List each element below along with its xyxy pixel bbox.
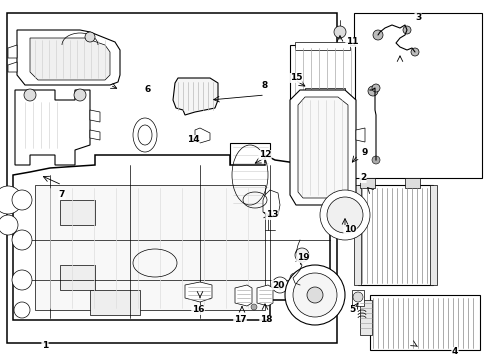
Bar: [359, 178, 374, 188]
Circle shape: [275, 281, 284, 289]
Bar: [22, 100, 67, 150]
Polygon shape: [90, 110, 100, 122]
Bar: [60, 200, 95, 225]
Text: 18: 18: [259, 315, 272, 324]
Polygon shape: [235, 285, 251, 306]
Polygon shape: [17, 30, 120, 85]
Text: 1: 1: [42, 341, 48, 350]
Circle shape: [0, 186, 22, 214]
Polygon shape: [30, 38, 110, 80]
Polygon shape: [13, 155, 329, 320]
Text: 14: 14: [186, 135, 199, 144]
Bar: [229, 143, 269, 208]
Text: 3: 3: [414, 13, 420, 22]
Circle shape: [74, 89, 86, 101]
Text: 8: 8: [262, 81, 267, 90]
Text: 12: 12: [258, 150, 271, 159]
Polygon shape: [8, 62, 17, 72]
Bar: [305, 88, 345, 102]
Circle shape: [289, 273, 299, 283]
Polygon shape: [90, 130, 100, 140]
Circle shape: [410, 48, 418, 56]
Circle shape: [285, 265, 345, 325]
Circle shape: [319, 190, 369, 240]
Polygon shape: [355, 128, 364, 142]
Bar: [359, 300, 371, 335]
Bar: [404, 178, 419, 188]
Bar: [289, 45, 354, 100]
Circle shape: [12, 270, 32, 290]
Bar: [7, 13, 336, 343]
Text: 16: 16: [191, 306, 204, 315]
Text: 10: 10: [343, 225, 355, 234]
Circle shape: [85, 32, 95, 42]
Polygon shape: [184, 282, 212, 302]
Circle shape: [14, 302, 30, 318]
Bar: [429, 185, 436, 285]
Polygon shape: [289, 90, 355, 205]
Bar: [369, 295, 479, 350]
Bar: [30, 115, 60, 143]
Bar: [90, 290, 140, 315]
Text: 15: 15: [289, 73, 302, 82]
Polygon shape: [15, 90, 90, 165]
Circle shape: [367, 86, 377, 96]
Polygon shape: [173, 78, 218, 115]
Circle shape: [271, 277, 287, 293]
Circle shape: [12, 230, 32, 250]
Circle shape: [371, 84, 379, 92]
Circle shape: [333, 26, 346, 38]
Polygon shape: [8, 45, 17, 58]
Bar: [35, 185, 264, 310]
Bar: [353, 185, 360, 285]
Circle shape: [24, 89, 36, 101]
Bar: [60, 265, 95, 290]
Circle shape: [294, 248, 308, 262]
Bar: [351, 290, 363, 306]
Text: 17: 17: [233, 315, 246, 324]
Text: 9: 9: [361, 148, 367, 157]
Text: 13: 13: [265, 211, 278, 220]
Circle shape: [12, 190, 32, 210]
Text: 6: 6: [144, 85, 151, 94]
Text: 4: 4: [451, 347, 457, 356]
Polygon shape: [195, 128, 209, 143]
Text: 5: 5: [348, 306, 354, 315]
Text: 19: 19: [296, 253, 309, 262]
Bar: [357, 185, 432, 285]
Polygon shape: [257, 285, 272, 306]
Circle shape: [326, 197, 362, 233]
Circle shape: [306, 287, 323, 303]
Text: 20: 20: [271, 280, 284, 289]
Circle shape: [352, 292, 362, 302]
Polygon shape: [297, 97, 347, 198]
Text: 2: 2: [359, 174, 366, 183]
Polygon shape: [263, 190, 280, 218]
Bar: [294, 42, 349, 50]
Circle shape: [402, 26, 410, 34]
Text: 7: 7: [59, 190, 65, 199]
Circle shape: [292, 273, 336, 317]
Circle shape: [371, 156, 379, 164]
Circle shape: [250, 304, 257, 310]
Circle shape: [0, 215, 18, 235]
Circle shape: [372, 30, 382, 40]
Text: 11: 11: [345, 37, 358, 46]
Bar: [353, 13, 481, 178]
